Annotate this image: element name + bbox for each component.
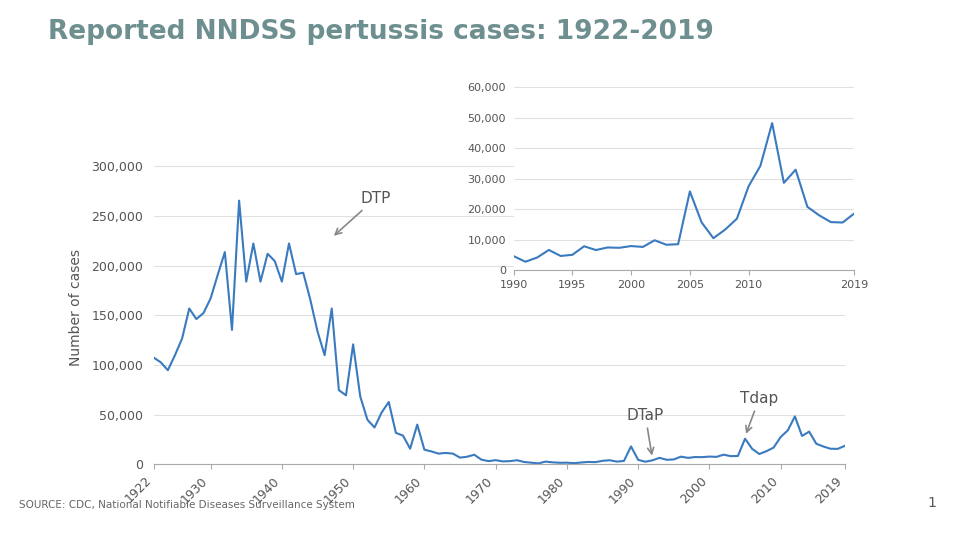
Text: 1: 1: [927, 496, 936, 510]
Text: SOURCE: CDC, National Notifiable Diseases Surveillance System: SOURCE: CDC, National Notifiable Disease…: [19, 500, 355, 510]
Text: DTP: DTP: [335, 191, 391, 234]
Text: Tdap: Tdap: [740, 391, 779, 432]
Text: DTaP: DTaP: [627, 408, 664, 454]
Text: Reported NNDSS pertussis cases: 1922-2019: Reported NNDSS pertussis cases: 1922-201…: [48, 19, 714, 45]
Y-axis label: Number of cases: Number of cases: [69, 249, 83, 366]
